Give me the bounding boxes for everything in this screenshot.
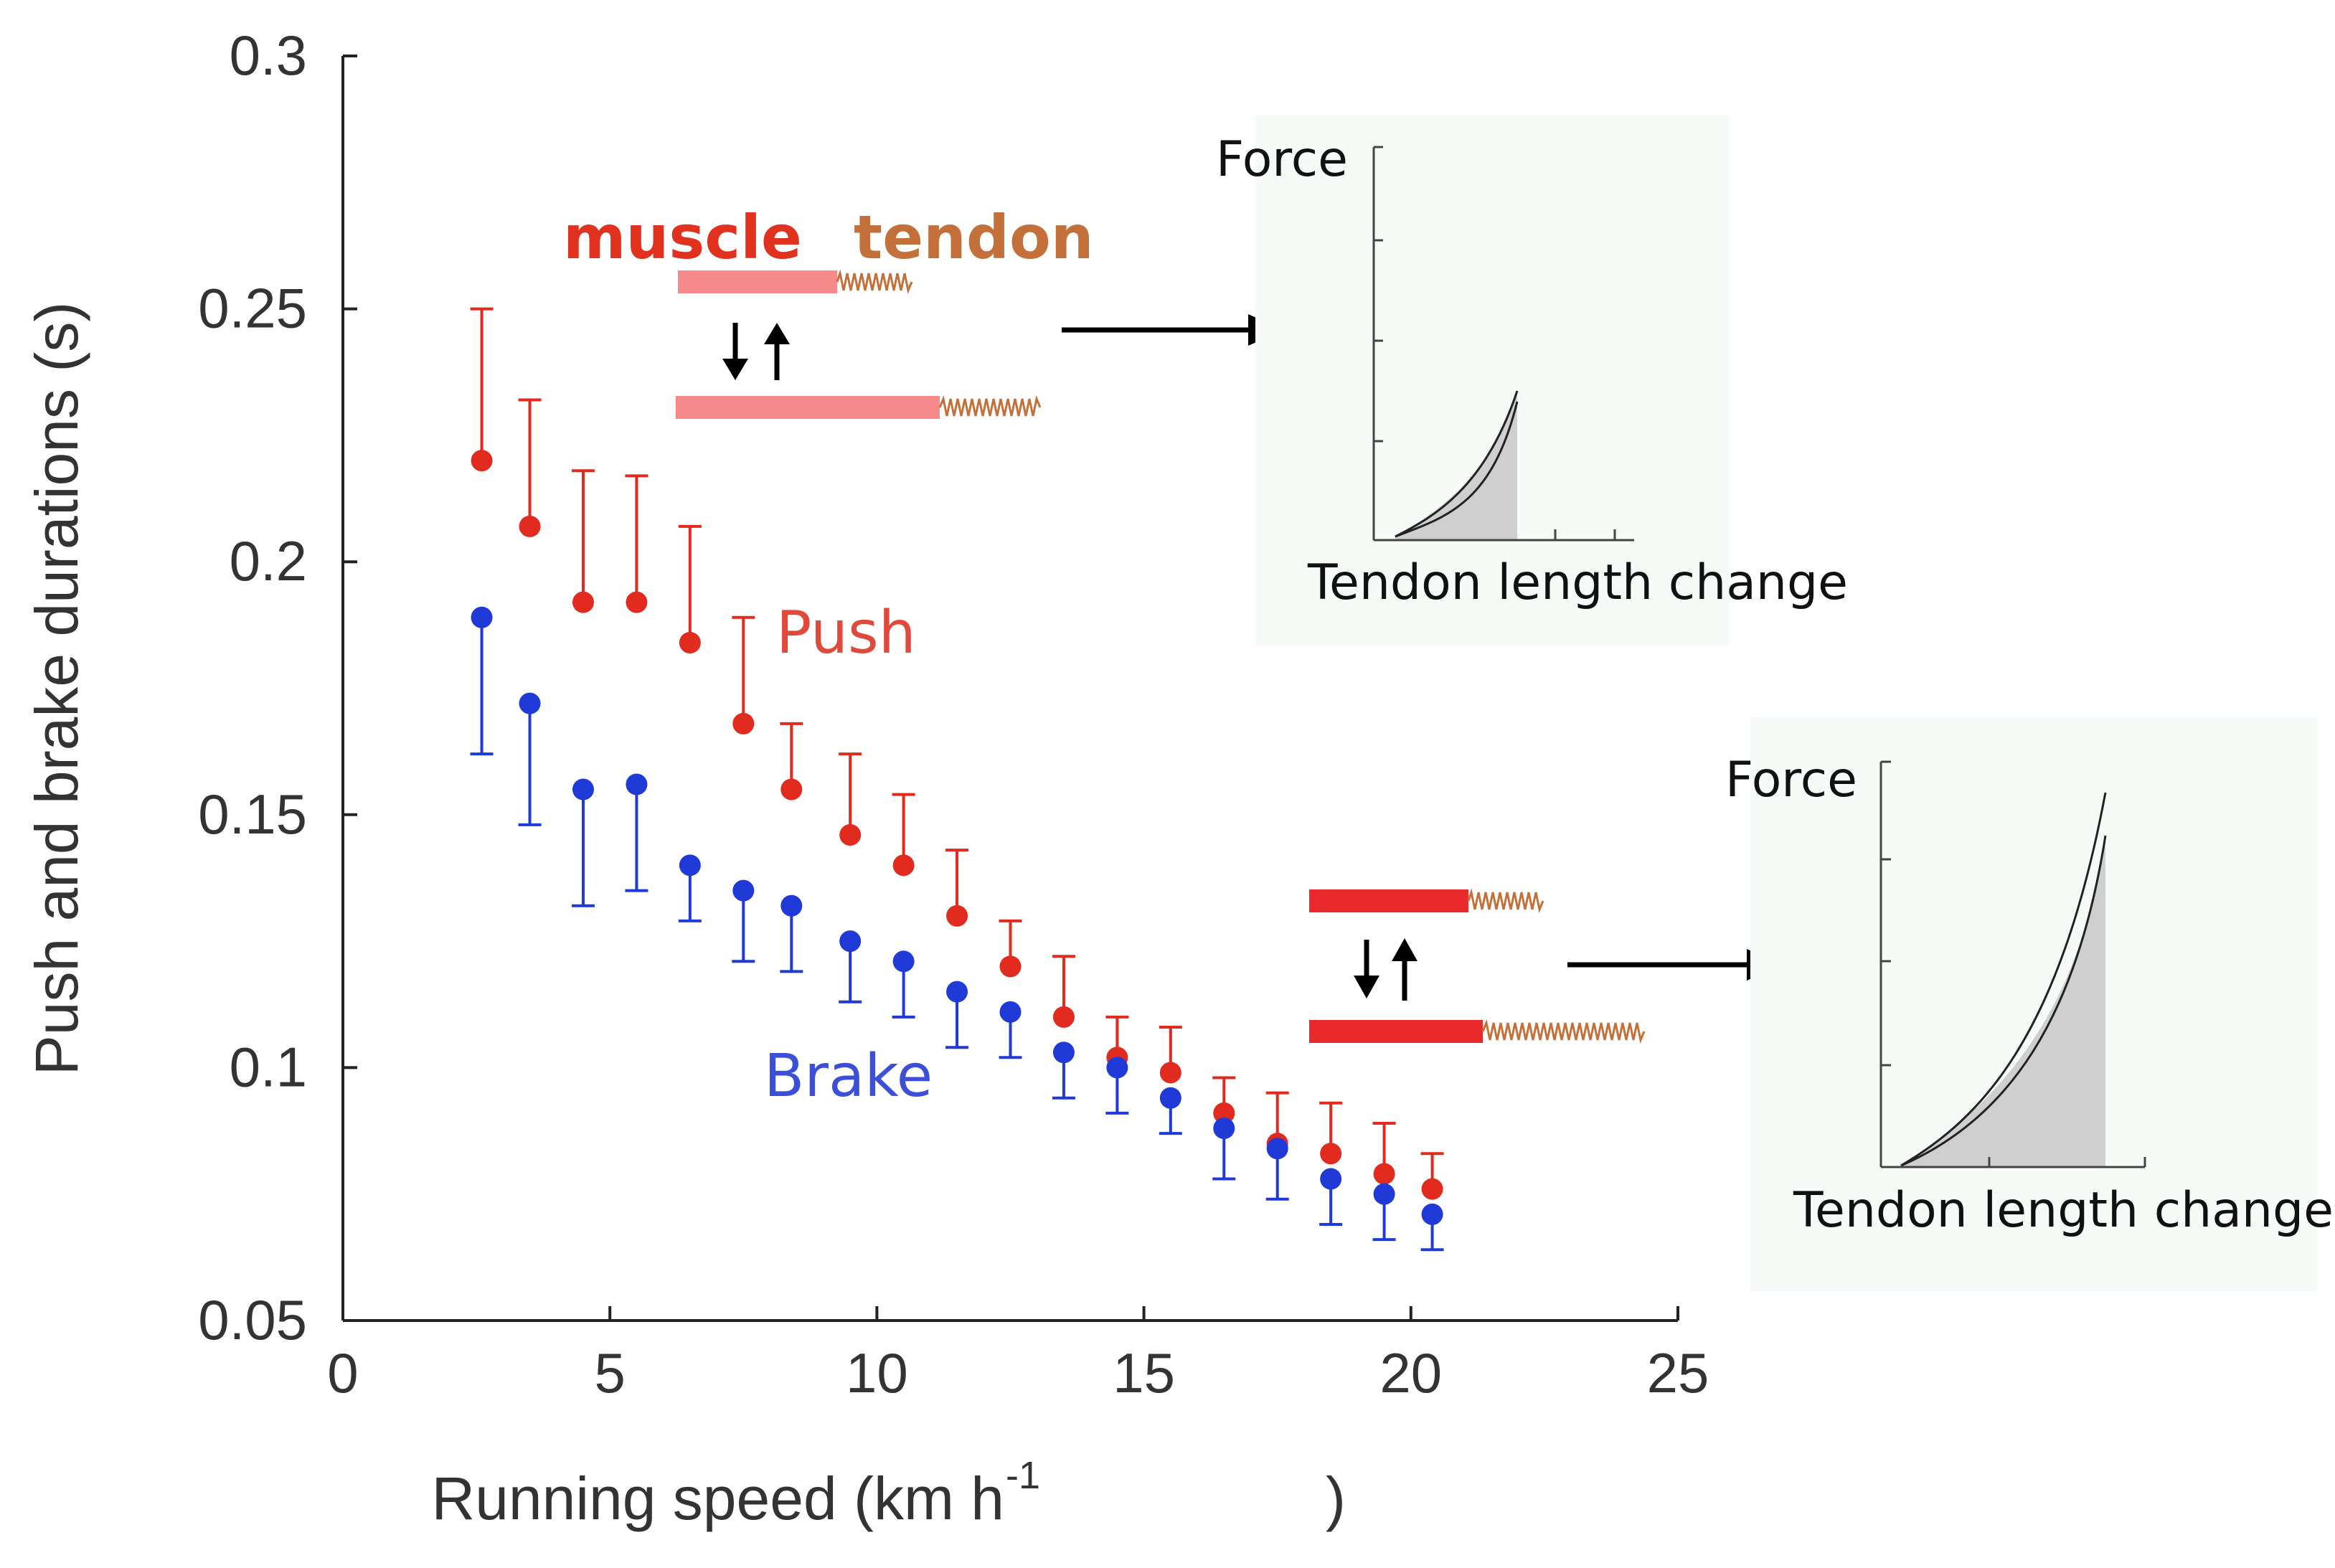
- push-point: [519, 515, 541, 537]
- error-bars: [470, 307, 1444, 1252]
- tendon-spring-long-red: [1481, 1019, 1646, 1044]
- brake-point: [1052, 1042, 1075, 1064]
- push-point: [1159, 1062, 1181, 1084]
- x-axis-label-exponent: -1: [1006, 1454, 1040, 1497]
- brake-point: [679, 854, 701, 877]
- x-tick-label: 25: [1647, 1341, 1709, 1404]
- y-tick-label: 0.15: [198, 783, 307, 846]
- push-point: [1373, 1163, 1395, 1185]
- brake-point: [780, 894, 803, 917]
- y-tick-label: 0.2: [230, 529, 307, 592]
- data-points: [471, 450, 1443, 1225]
- tendon-label: tendon: [854, 202, 1094, 273]
- brake-point: [1106, 1057, 1128, 1079]
- y-axis-label: Push and brake durations (s): [23, 302, 90, 1076]
- brake-point: [519, 692, 541, 714]
- push-point: [732, 712, 755, 735]
- arrow-down-head-icon: [722, 359, 748, 380]
- inset-force-length-bottom: Force Tendon length change: [1725, 717, 2334, 1291]
- y-tick-label: 0.05: [198, 1288, 307, 1351]
- push-point: [999, 955, 1022, 978]
- brake-point: [839, 930, 862, 953]
- x-axis-label-close: ): [1326, 1465, 1346, 1532]
- brake-point: [1421, 1203, 1443, 1225]
- push-point: [572, 591, 594, 613]
- tendon-spring-long: [938, 395, 1042, 417]
- inset-force-length-top: Force Tendon length change: [1216, 115, 1848, 646]
- y-tick-label: 0.3: [230, 24, 307, 87]
- push-point: [946, 905, 968, 927]
- unloading-curve: [1900, 835, 2107, 1167]
- brake-point: [471, 606, 493, 628]
- inset-background: [1255, 115, 1729, 646]
- tendon-spring-short-red: [1467, 888, 1544, 914]
- brake-point: [946, 981, 968, 1003]
- brake-series-label: Brake: [764, 1042, 933, 1110]
- push-series-label: Push: [776, 599, 916, 667]
- push-point: [839, 824, 862, 846]
- push-point: [626, 591, 648, 613]
- brake-point: [1266, 1138, 1288, 1160]
- muscle-tendon-schematic-bottom: [1309, 888, 1783, 1044]
- muscle-bar-short-red: [1309, 889, 1468, 912]
- y-tick-label: 0.1: [230, 1035, 307, 1098]
- muscle-bar-long: [676, 396, 940, 419]
- brake-point: [1213, 1118, 1235, 1140]
- x-tick-label: 5: [595, 1341, 626, 1404]
- arrow-up-head-icon: [764, 323, 790, 344]
- arrow-up-head-icon: [1392, 938, 1417, 961]
- y-tick-label: 0.25: [198, 277, 307, 340]
- brake-point: [999, 1001, 1022, 1023]
- inset-x-label: Tendon length change: [1793, 1182, 2334, 1239]
- push-point: [679, 632, 701, 654]
- loading-curve: [1395, 390, 1519, 538]
- unloading-curve: [1395, 401, 1519, 538]
- inset-y-label: Force: [1216, 131, 1348, 188]
- arrow-down-head-icon: [1354, 976, 1379, 998]
- muscle-bar-long-red: [1309, 1020, 1483, 1043]
- muscle-bar-short: [678, 270, 837, 293]
- brake-point: [572, 778, 594, 800]
- push-point: [1213, 1102, 1235, 1124]
- brake-point: [732, 879, 755, 902]
- inset-y-label: Force: [1725, 752, 1857, 808]
- x-tick-label: 15: [1113, 1341, 1175, 1404]
- muscle-tendon-schematic-top: muscle tendon: [563, 202, 1284, 419]
- push-point: [780, 778, 803, 800]
- brake-point: [892, 950, 915, 973]
- hysteresis-area: [1395, 391, 1517, 540]
- muscle-label: muscle: [563, 202, 802, 273]
- x-axis-label: Running speed (km h: [432, 1465, 1004, 1532]
- axis-ticks: 0 5 10 15 20 25 0.05 0.1 0.15 0.2 0.25 0.3: [198, 24, 1709, 1404]
- brake-point: [1159, 1087, 1181, 1109]
- chart-axes: [341, 56, 1678, 1322]
- brake-point: [626, 773, 648, 795]
- loading-curve: [1900, 792, 2107, 1167]
- x-tick-label: 0: [327, 1341, 358, 1404]
- inset-background: [1750, 717, 2317, 1291]
- brake-point: [1320, 1168, 1342, 1190]
- brake-point: [1373, 1183, 1395, 1205]
- inset-x-label: Tendon length change: [1307, 554, 1848, 611]
- push-point: [1421, 1178, 1443, 1200]
- hysteresis-area: [1901, 836, 2105, 1167]
- push-point: [892, 854, 915, 877]
- x-tick-label: 20: [1379, 1341, 1442, 1404]
- push-point: [471, 450, 493, 472]
- push-point: [1052, 1006, 1075, 1028]
- push-point: [1320, 1143, 1342, 1165]
- x-tick-label: 10: [846, 1341, 908, 1404]
- tendon-spring-short: [836, 269, 913, 295]
